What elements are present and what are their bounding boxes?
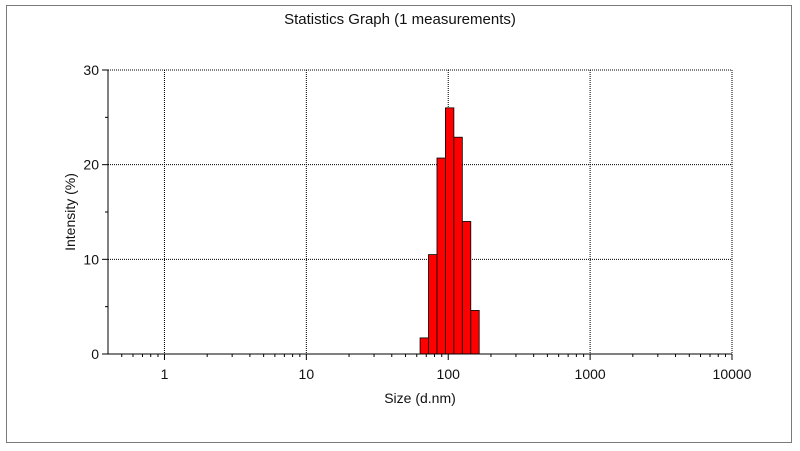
histogram-bar [461, 221, 472, 355]
x-tick-label: 1 [161, 366, 169, 382]
histogram-bar [470, 310, 480, 355]
y-tick-label: 0 [91, 346, 99, 362]
histogram-bar [453, 136, 463, 355]
histogram-bar [436, 157, 446, 355]
y-tick-label: 10 [83, 251, 99, 267]
histogram-bar [419, 337, 429, 355]
y-axis-label: Intensity (%) [62, 173, 78, 251]
chart-title: Statistics Graph (1 measurements) [284, 11, 516, 28]
x-tick-label: 100 [437, 366, 461, 382]
bars-group [419, 107, 480, 355]
y-tick-label: 30 [83, 62, 99, 78]
axes-group [102, 69, 733, 360]
x-axis-label: Size (d.nm) [384, 390, 456, 406]
y-tick-label: 20 [83, 157, 99, 173]
grid-lines [108, 69, 733, 354]
chart-frame [6, 5, 792, 443]
x-tick-label: 10000 [713, 366, 752, 382]
histogram-bar [428, 254, 438, 355]
x-tick-label: 1000 [575, 366, 606, 382]
histogram-bar [444, 107, 455, 355]
labels-group: 0 10 20 30 1 10 100 1000 10000 [83, 62, 751, 382]
x-tick-label: 10 [299, 366, 315, 382]
